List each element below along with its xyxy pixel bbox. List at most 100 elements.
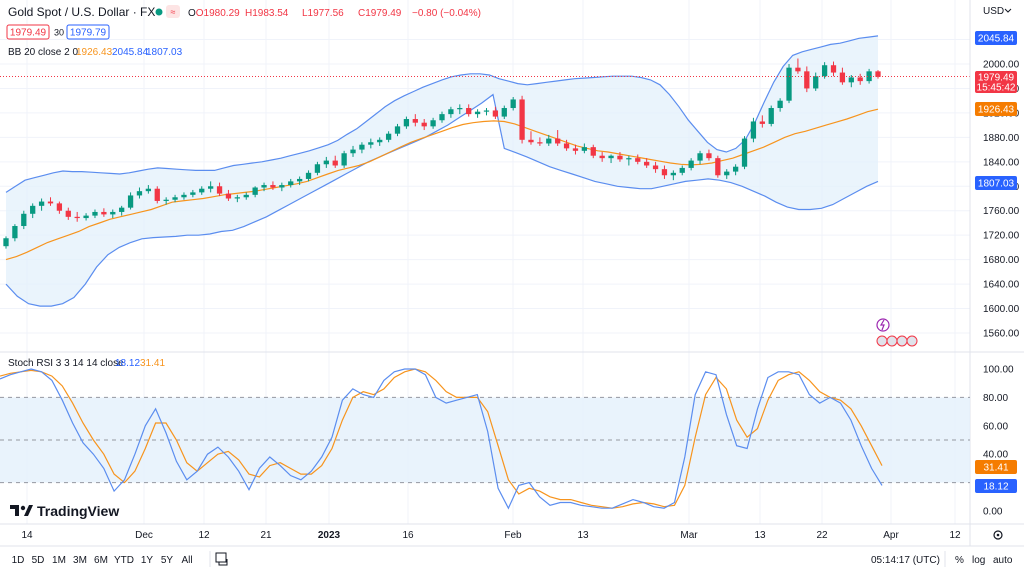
candle-body [172, 197, 178, 200]
candle-body [47, 201, 54, 204]
us-flag-icon[interactable] [896, 335, 908, 347]
candle-body [537, 142, 543, 144]
lower-band-tag: 1807.03 [975, 176, 1017, 190]
last-price-tag-bg [975, 71, 1017, 93]
candle-body [38, 201, 45, 206]
price-tick: 1560.00 [983, 329, 1020, 340]
candle-body [127, 195, 134, 208]
range-buttons[interactable]: 1D 5D 1M 3M 6M YTD 1Y 5Y All [12, 555, 193, 566]
stoch-rsi-label[interactable]: Stoch RSI 3 3 14 14 close [8, 358, 124, 369]
candle-body [706, 153, 712, 159]
bb-basis-value: 1926.43 [76, 47, 113, 58]
chevron-down-icon[interactable] [1004, 8, 1012, 13]
change-value: −0.80 (−0.04%) [412, 8, 481, 19]
candle-body [119, 207, 125, 212]
rsi-d-tag: 31.41 [975, 460, 1017, 474]
rsi-k-tag-text: 18.12 [983, 482, 1008, 493]
range-button[interactable]: 5D [32, 555, 45, 566]
open-value: O1980.29 [196, 8, 240, 19]
time-tick: 12 [198, 530, 210, 541]
candle-body [368, 142, 374, 145]
candle-body [750, 121, 757, 139]
candle-body [466, 108, 472, 115]
candle-body [65, 210, 71, 217]
upper-tag-bg [975, 31, 1017, 45]
range-button[interactable]: 1Y [141, 555, 154, 566]
percent-toggle[interactable]: % [955, 555, 964, 566]
candle-body [252, 187, 258, 195]
countdown-text: 15:45:42 [977, 83, 1016, 94]
candle-body [510, 99, 516, 109]
price-tick: 1640.00 [983, 280, 1020, 291]
candle-body [697, 153, 703, 161]
tradingview-logo[interactable]: TradingView [10, 503, 119, 519]
candle-body [626, 158, 632, 160]
range-button[interactable]: YTD [114, 555, 134, 566]
candle-body [599, 155, 605, 159]
candle-body [181, 194, 187, 198]
candle-body [279, 185, 285, 188]
price-tick: 1720.00 [983, 231, 1020, 242]
range-button[interactable]: 6M [94, 555, 108, 566]
candle-body [546, 138, 552, 144]
date-range-icon[interactable] [215, 552, 228, 566]
event-markers[interactable] [876, 318, 918, 347]
ask-box[interactable] [66, 24, 110, 40]
candle-body [608, 155, 614, 159]
gear-icon[interactable] [993, 530, 1003, 540]
range-button[interactable]: 5Y [161, 555, 174, 566]
range-button[interactable]: All [181, 555, 192, 566]
us-flag-icon[interactable] [876, 335, 888, 347]
candle-body [795, 67, 801, 72]
price-tick: 1880.00 [983, 133, 1020, 144]
settings-gear-icon[interactable] [993, 530, 1003, 540]
rsi-tick: 40.00 [983, 450, 1008, 461]
candle-body [332, 160, 338, 166]
rsi-k-tag: 18.12 [975, 479, 1017, 493]
candle-body [261, 185, 267, 188]
range-button[interactable]: 3M [73, 555, 87, 566]
candle-body [715, 158, 721, 176]
last-price-text: 1979.49 [978, 73, 1015, 84]
range-button[interactable]: 1D [12, 555, 25, 566]
lower-tag-text: 1807.03 [978, 179, 1015, 190]
bollinger-basis-line [5, 108, 879, 261]
calendar-arrow [218, 559, 228, 566]
candle-body [848, 77, 854, 83]
candle-body [777, 100, 783, 109]
rsi-d-tag-text: 31.41 [983, 463, 1008, 474]
upper-band-tag: 2045.84 [975, 31, 1017, 45]
utc-clock[interactable]: 05:14:17 (UTC) [871, 555, 940, 566]
bid-box[interactable] [6, 24, 50, 40]
candle-body [403, 119, 410, 127]
price-tick: 1600.00 [983, 304, 1020, 315]
candle-body [314, 164, 321, 173]
candle-body [741, 138, 748, 167]
candle-body [56, 203, 63, 211]
candle-body [439, 114, 445, 121]
bid-button[interactable]: 1979.49 [6, 24, 50, 40]
log-toggle[interactable]: log [972, 555, 985, 566]
time-tick: 22 [816, 530, 828, 541]
ohlc-readout: OO1980.29 [188, 8, 240, 19]
candle-body [866, 71, 872, 82]
candle-body [732, 166, 739, 172]
us-flag-icon[interactable] [886, 335, 898, 347]
calendar-icon[interactable] [215, 552, 227, 563]
auto-toggle[interactable]: auto [993, 555, 1013, 566]
range-button[interactable]: 1M [52, 555, 66, 566]
currency-label[interactable]: USD [983, 6, 1004, 17]
ask-button[interactable]: 1979.79 [66, 24, 110, 40]
candle-body [857, 77, 863, 82]
tv-logo-dot [20, 505, 26, 511]
candle-body [581, 147, 588, 151]
bb-indicator-label[interactable]: BB 20 close 2 0 [8, 47, 78, 58]
stoch-rsi-d-value: 31.41 [140, 358, 165, 369]
lower-tag-bg [975, 176, 1017, 190]
us-flag-icon[interactable] [906, 335, 918, 347]
symbol-title: Gold Spot / U.S. Dollar · FX [8, 5, 155, 19]
candle-body [483, 110, 490, 112]
candle-body [199, 188, 205, 193]
candle-body [154, 188, 160, 201]
